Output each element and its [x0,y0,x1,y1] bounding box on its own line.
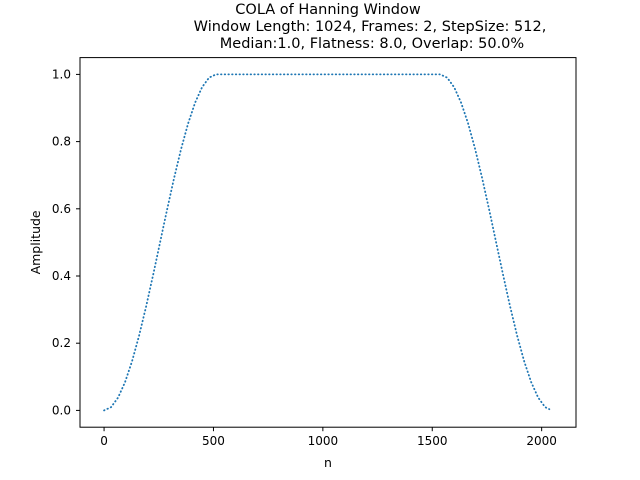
y-axis-label: Amplitude [28,210,43,274]
y-tick-label: 1.0 [52,67,71,81]
x-axis-ticks: 0 500 1000 1500 2000 [100,427,557,448]
chart-title: COLA of Hanning Window Window Length: 10… [194,2,547,52]
x-tick-label: 2000 [526,434,557,448]
y-tick-label: 0.6 [52,202,71,216]
chart-title-line-2: Window Length: 1024, Frames: 2, StepSize… [194,19,547,35]
chart-title-line-3: Median:1.0, Flatness: 8.0, Overlap: 50.0… [220,36,524,52]
y-tick-label: 0.4 [52,269,71,283]
plot-frame [79,57,577,428]
y-tick-label: 0.2 [52,336,71,350]
y-tick-label: 0.8 [52,135,71,149]
series-layer [103,73,551,412]
chart-title-line-1: COLA of Hanning Window [235,2,421,18]
plot-area [79,57,577,428]
y-axis-ticks: 0.0 0.2 0.4 0.6 0.8 1.0 [52,67,80,417]
x-tick-label: 1500 [417,434,448,448]
x-tick-label: 500 [202,434,225,448]
x-axis-label: n [324,455,332,470]
series-line [103,73,551,412]
x-tick-label: 0 [100,434,108,448]
y-tick-label: 0.0 [52,403,71,417]
x-tick-label: 1000 [308,434,339,448]
